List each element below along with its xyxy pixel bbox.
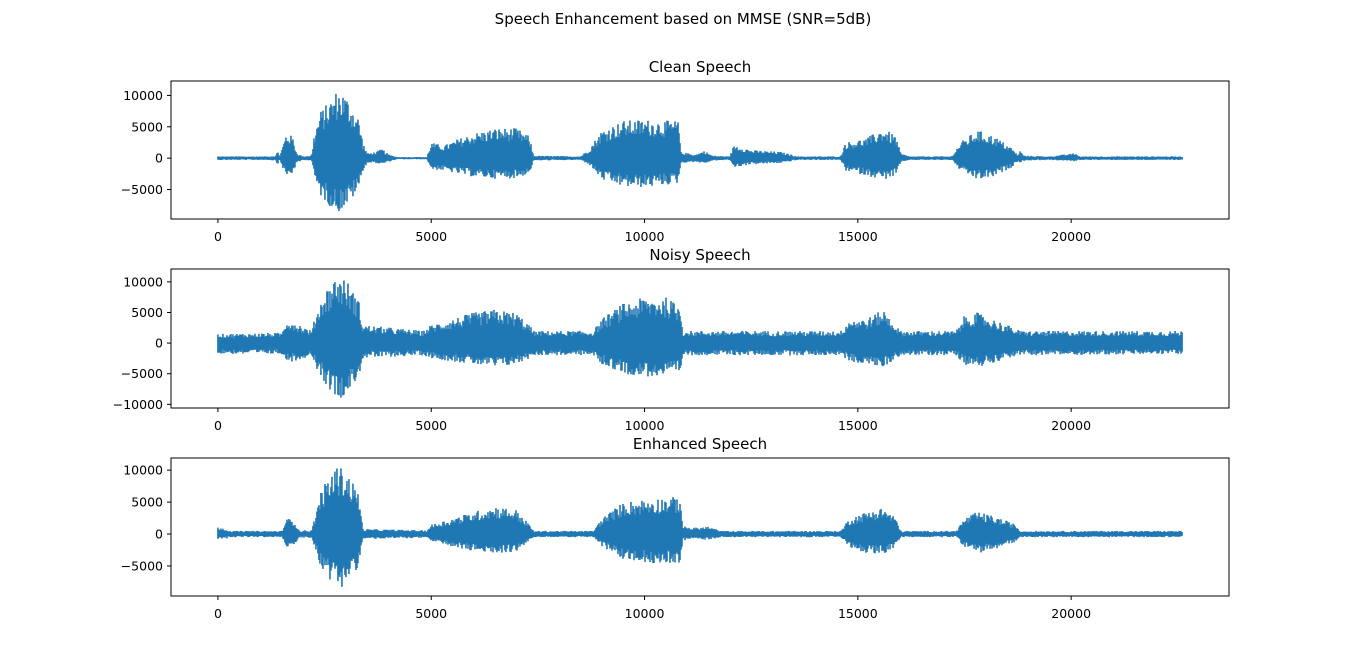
enhanced-speech-subplot: Enhanced Speech 0 5000 10000 15000 20000 −5000… <box>121 435 1230 621</box>
noisy-speech-ytick-label: 0 <box>155 336 163 351</box>
clean-speech-ytick-label: 0 <box>155 151 163 166</box>
clean-speech-xtick-label: 20000 <box>1051 229 1091 244</box>
noisy-speech-xtick-label: 20000 <box>1051 418 1091 433</box>
noisy-speech-ytick-label: −10000 <box>113 397 163 412</box>
clean-speech-subplot: Clean Speech 0 5000 10000 15000 20000 −5000 0 50… <box>121 58 1230 244</box>
enhanced-speech-xtick-label: 10000 <box>625 606 665 621</box>
enhanced-speech-xtick-label: 0 <box>214 606 222 621</box>
subplots-container: Clean Speech 0 5000 10000 15000 20000 −5000 0 50… <box>113 58 1230 621</box>
noisy-speech-xtick-label: 0 <box>214 418 222 433</box>
noisy-speech-xtick-label: 10000 <box>625 418 665 433</box>
noisy-speech-subplot: Noisy Speech 0 5000 10000 15000 20000 −10000 −5… <box>113 246 1230 433</box>
clean-speech-xtick-label: 10000 <box>625 229 665 244</box>
enhanced-speech-ytick-label: 5000 <box>131 495 163 510</box>
enhanced-speech-axes-frame <box>170 457 1230 597</box>
noisy-speech-axes-frame <box>170 268 1230 409</box>
clean-speech-title: Clean Speech <box>649 58 752 76</box>
clean-speech-ytick-label: 10000 <box>123 88 163 103</box>
figure-suptitle: Speech Enhancement based on MMSE (SNR=5d… <box>495 10 872 28</box>
noisy-speech-waveform <box>217 280 1183 398</box>
noisy-speech-ytick-label: 5000 <box>131 305 163 320</box>
enhanced-speech-xtick-label: 15000 <box>838 606 878 621</box>
clean-speech-axes-frame <box>170 80 1230 220</box>
noisy-speech-ytick-label: −5000 <box>121 366 163 381</box>
noisy-speech-ytick-label: 10000 <box>123 274 163 289</box>
enhanced-speech-ytick-label: 0 <box>155 527 163 542</box>
clean-speech-xtick-label: 0 <box>214 229 222 244</box>
enhanced-speech-ytick-label: 10000 <box>123 463 163 478</box>
noisy-speech-xtick-label: 15000 <box>838 418 878 433</box>
clean-speech-xtick-label: 5000 <box>415 229 447 244</box>
clean-speech-waveform <box>217 93 1183 211</box>
enhanced-speech-xtick-label: 5000 <box>415 606 447 621</box>
clean-speech-xtick-label: 15000 <box>838 229 878 244</box>
noisy-speech-xtick-label: 5000 <box>415 418 447 433</box>
clean-speech-ytick-label: −5000 <box>121 182 163 197</box>
clean-speech-ytick-label: 5000 <box>131 119 163 134</box>
noisy-speech-title: Noisy Speech <box>649 246 750 264</box>
enhanced-speech-xtick-label: 20000 <box>1051 606 1091 621</box>
enhanced-speech-waveform <box>217 468 1183 587</box>
enhanced-speech-ytick-label: −5000 <box>121 558 163 573</box>
enhanced-speech-title: Enhanced Speech <box>633 435 767 453</box>
